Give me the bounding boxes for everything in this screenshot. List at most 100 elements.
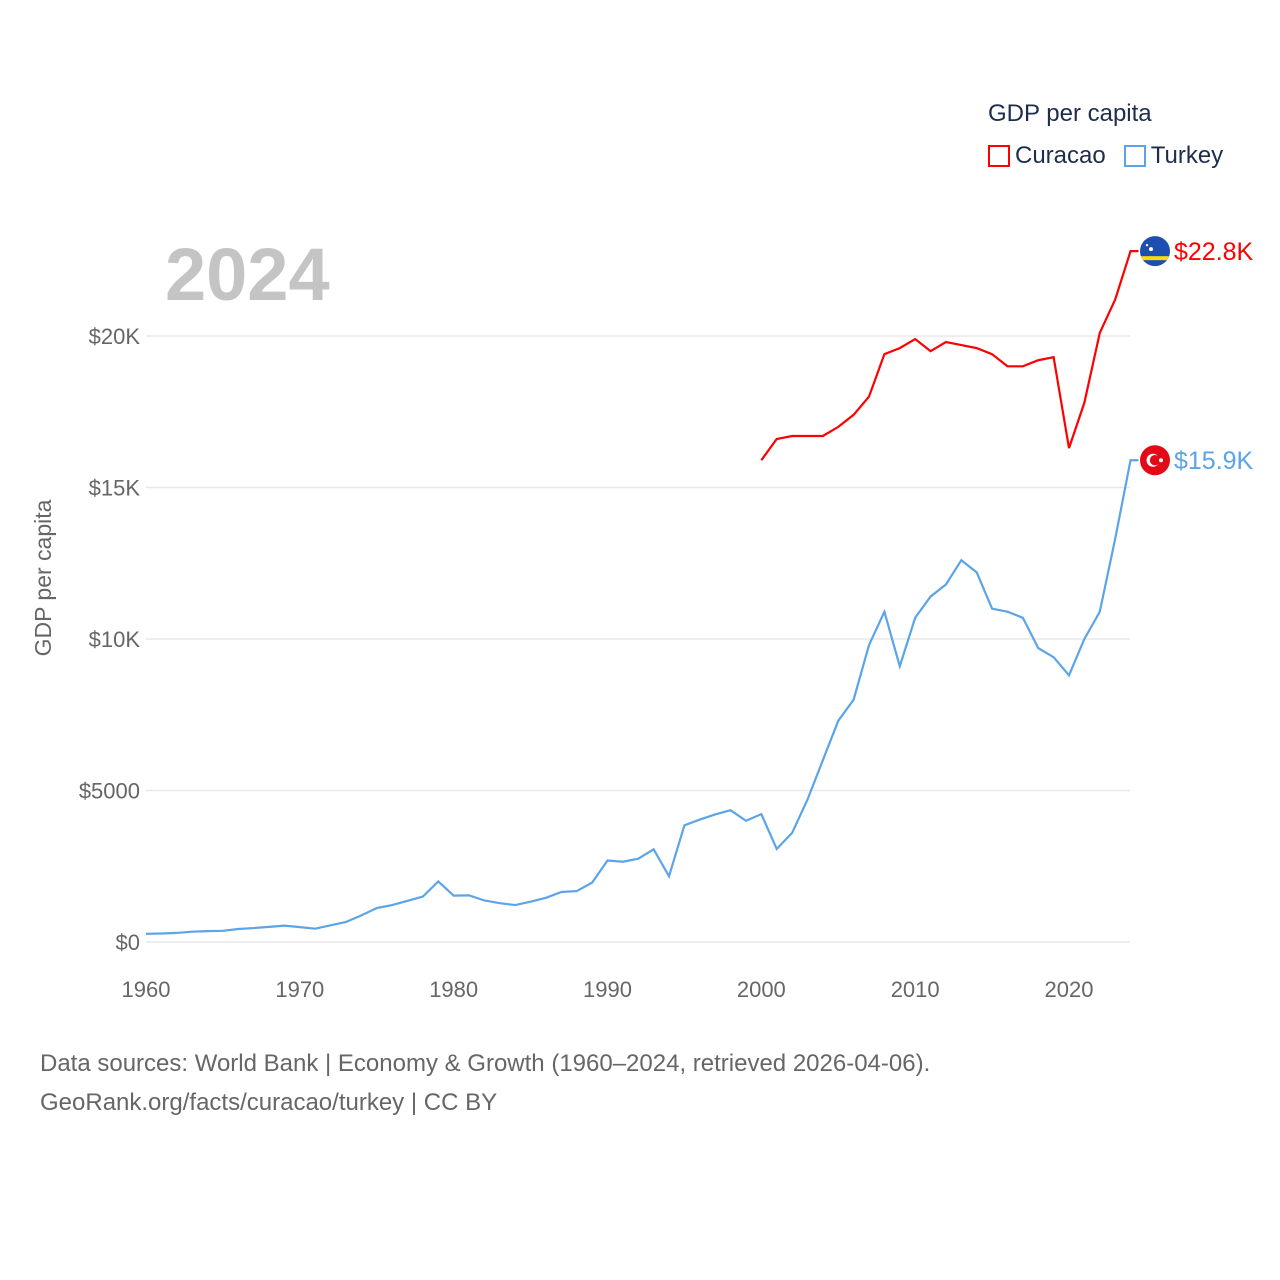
x-tick-label: 2020 xyxy=(1045,977,1094,1002)
data-point xyxy=(605,857,611,863)
data-point xyxy=(866,642,872,648)
data-point xyxy=(974,345,980,351)
data-point xyxy=(405,898,411,904)
data-point xyxy=(1035,645,1041,651)
data-point xyxy=(835,718,841,724)
data-point xyxy=(912,336,918,342)
y-axis-label: GDP per capita xyxy=(30,499,56,656)
data-point xyxy=(1020,363,1026,369)
y-tick-label: $10K xyxy=(89,627,141,652)
curacao-flag-icon xyxy=(1140,236,1170,267)
flag-background xyxy=(1140,236,1170,267)
data-point xyxy=(497,900,503,906)
data-point xyxy=(820,433,826,439)
data-point xyxy=(1128,457,1134,463)
legend-title: GDP per capita xyxy=(988,100,1152,127)
data-point xyxy=(989,606,995,612)
y-tick-label: $5000 xyxy=(79,779,140,804)
data-point xyxy=(958,557,964,563)
x-tick-label: 1990 xyxy=(583,977,632,1002)
legend-swatch-turkey xyxy=(1123,145,1146,167)
data-point xyxy=(666,873,672,879)
data-point xyxy=(1081,400,1087,406)
data-point xyxy=(1066,445,1072,451)
footer: Data sources: World Bank | Economy & Gro… xyxy=(40,1044,930,1122)
data-point xyxy=(235,926,241,932)
data-point xyxy=(774,846,780,852)
data-point xyxy=(205,928,211,934)
flag-stripe xyxy=(1140,256,1170,261)
grid: $0 $5000 $10K $15K $20K 1960 1970 1980 1990 2000 2… xyxy=(79,324,1130,1002)
data-point xyxy=(1097,609,1103,615)
data-point xyxy=(820,757,826,763)
data-point xyxy=(758,811,764,817)
data-point xyxy=(851,412,857,418)
data-point xyxy=(881,351,887,357)
data-point xyxy=(1035,357,1041,363)
data-point xyxy=(189,929,195,935)
end-value-label: $22.8K xyxy=(1174,238,1254,266)
data-point xyxy=(1128,248,1134,254)
y-tick-label: $15K xyxy=(89,476,141,501)
data-point xyxy=(1112,297,1118,303)
data-point xyxy=(343,919,349,925)
attribution-link[interactable]: GeoRank.org/facts/curacao/turkey | CC BY xyxy=(40,1089,498,1116)
data-point xyxy=(512,902,518,908)
data-point xyxy=(451,893,457,899)
x-tick-label: 1970 xyxy=(275,977,324,1002)
data-point xyxy=(789,433,795,439)
turkey-flag-icon xyxy=(1140,445,1170,476)
data-point xyxy=(1081,636,1087,642)
series-line-curacao xyxy=(760,250,1139,461)
y-tick-label: $20K xyxy=(89,324,141,349)
data-point xyxy=(881,609,887,615)
legend-item-curacao[interactable]: Curacao xyxy=(988,142,1106,170)
data-point xyxy=(558,889,564,895)
data-point xyxy=(251,925,257,931)
data-point xyxy=(374,905,380,911)
data-point xyxy=(158,931,164,937)
data-point xyxy=(789,830,795,836)
data-point xyxy=(928,348,934,354)
data-point xyxy=(728,807,734,813)
data-point xyxy=(1051,654,1057,660)
data-point xyxy=(943,581,949,587)
legend: Curacao Turkey xyxy=(988,142,1223,170)
flag-star xyxy=(1159,458,1163,463)
legend-item-turkey[interactable]: Turkey xyxy=(1123,142,1223,170)
data-point xyxy=(220,928,226,934)
data-point xyxy=(589,880,595,886)
data-point xyxy=(989,351,995,357)
data-point xyxy=(958,342,964,348)
data-sources: Data sources: World Bank | Economy & Gro… xyxy=(40,1050,931,1077)
data-point xyxy=(143,931,149,937)
data-point xyxy=(466,892,472,898)
data-point xyxy=(266,924,272,930)
data-point xyxy=(281,923,287,929)
data-point xyxy=(897,663,903,669)
data-point xyxy=(912,615,918,621)
data-point xyxy=(297,924,303,930)
data-point xyxy=(835,424,841,430)
data-point xyxy=(1020,615,1026,621)
data-point xyxy=(1051,354,1057,360)
flag-star xyxy=(1145,243,1149,247)
data-point xyxy=(528,899,534,905)
data-point xyxy=(897,345,903,351)
data-point xyxy=(1004,609,1010,615)
data-point xyxy=(743,818,749,824)
data-point xyxy=(435,878,441,884)
data-point xyxy=(635,856,641,862)
data-point xyxy=(1097,330,1103,336)
legend-label: Curacao xyxy=(1015,142,1106,169)
data-point xyxy=(420,894,426,900)
end-value-label: $15.9K xyxy=(1174,447,1254,475)
data-point xyxy=(328,922,334,928)
data-point xyxy=(574,888,580,894)
data-point xyxy=(1112,536,1118,542)
data-point xyxy=(358,912,364,918)
data-point xyxy=(928,594,934,600)
x-tick-label: 1980 xyxy=(429,977,478,1002)
legend-swatch-curacao xyxy=(988,145,1010,167)
